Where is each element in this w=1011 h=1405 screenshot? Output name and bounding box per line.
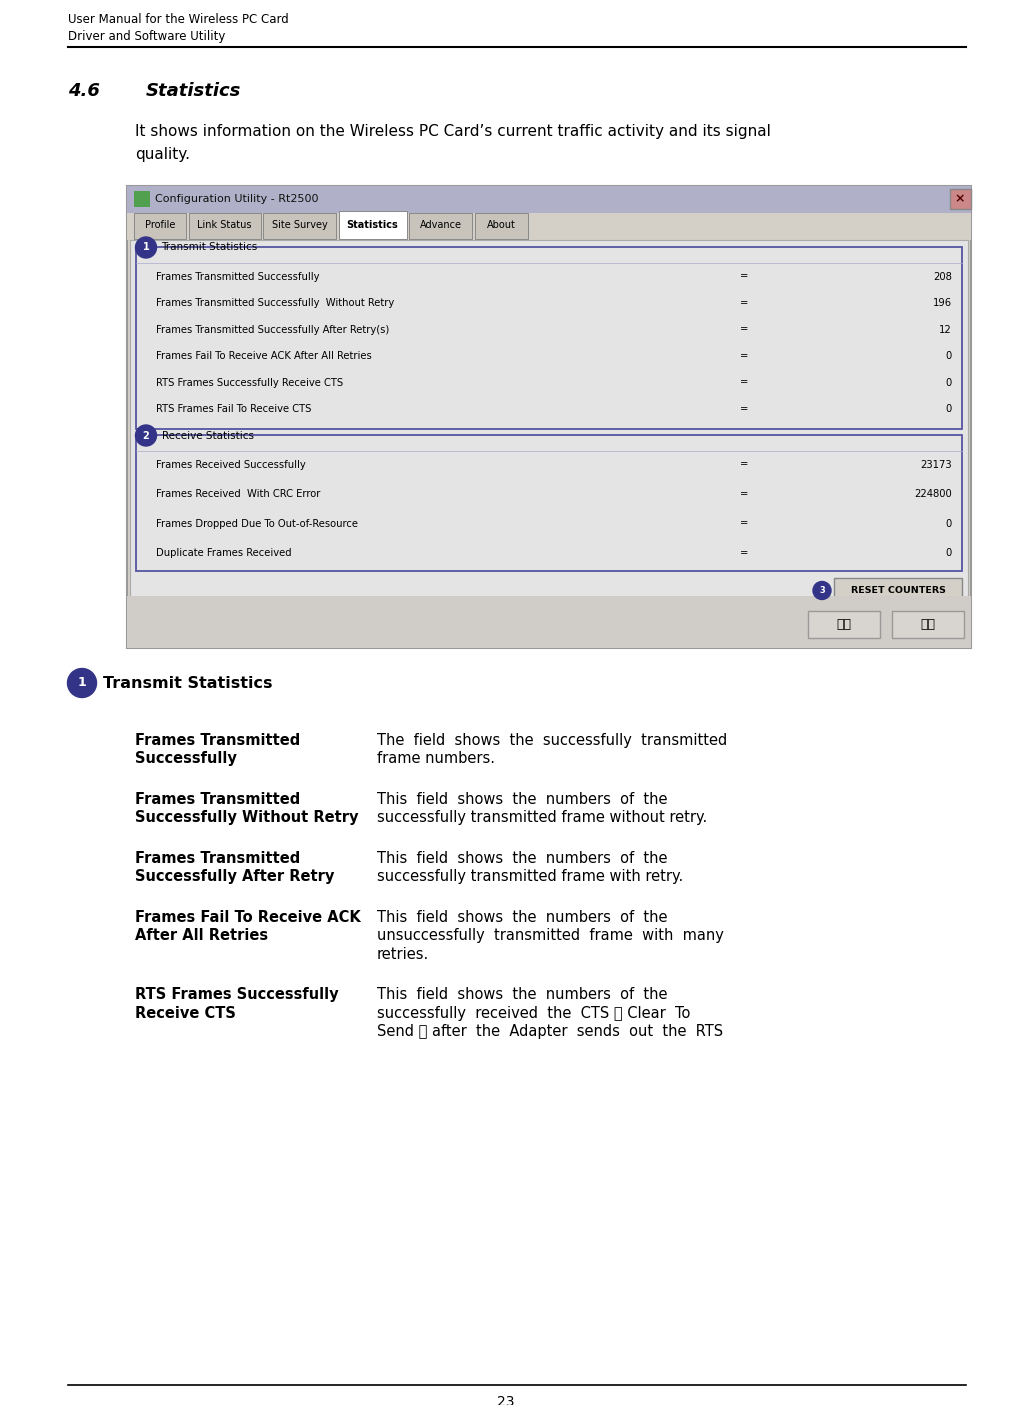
FancyBboxPatch shape: [808, 611, 880, 638]
Text: 12: 12: [939, 325, 952, 334]
FancyBboxPatch shape: [130, 239, 968, 600]
Text: successfully transmitted frame without retry.: successfully transmitted frame without r…: [377, 811, 708, 826]
Text: This  field  shows  the  numbers  of  the: This field shows the numbers of the: [377, 851, 667, 865]
Text: 1: 1: [78, 676, 86, 690]
Text: 0: 0: [945, 548, 952, 558]
Text: =: =: [740, 271, 748, 281]
FancyBboxPatch shape: [136, 434, 962, 570]
Text: 196: 196: [933, 298, 952, 308]
Text: Transmit Statistics: Transmit Statistics: [162, 243, 258, 253]
Text: Frames Transmitted Successfully: Frames Transmitted Successfully: [156, 271, 319, 281]
Text: Frames Fail To Receive ACK After All Retries: Frames Fail To Receive ACK After All Ret…: [156, 351, 372, 361]
FancyBboxPatch shape: [134, 212, 186, 239]
Circle shape: [135, 237, 157, 259]
Text: After All Retries: After All Retries: [135, 929, 268, 944]
Text: Link Status: Link Status: [197, 221, 252, 230]
Text: 0: 0: [945, 351, 952, 361]
Text: Receive Statistics: Receive Statistics: [162, 430, 254, 441]
Text: =: =: [740, 378, 748, 388]
Text: Frames Transmitted Successfully After Retry(s): Frames Transmitted Successfully After Re…: [156, 325, 389, 334]
Text: =: =: [740, 325, 748, 334]
Text: =: =: [740, 405, 748, 414]
Text: Advance: Advance: [420, 221, 461, 230]
Text: Transmit Statistics: Transmit Statistics: [103, 676, 273, 690]
Text: Frames Transmitted: Frames Transmitted: [135, 733, 300, 747]
Text: =: =: [740, 518, 748, 528]
Text: 2: 2: [143, 430, 150, 441]
Text: Statistics: Statistics: [146, 81, 242, 100]
Text: Configuration Utility - Rt2500: Configuration Utility - Rt2500: [155, 194, 318, 204]
Text: This  field  shows  the  numbers  of  the: This field shows the numbers of the: [377, 792, 667, 806]
FancyBboxPatch shape: [127, 185, 971, 648]
Text: 確定: 確定: [836, 618, 851, 631]
FancyBboxPatch shape: [834, 579, 962, 603]
Text: Send ） after  the  Adapter  sends  out  the  RTS: Send ） after the Adapter sends out the R…: [377, 1024, 723, 1040]
Circle shape: [68, 669, 96, 697]
Text: 0: 0: [945, 518, 952, 528]
Text: 224800: 224800: [914, 489, 952, 499]
Text: Frames Dropped Due To Out-of-Resource: Frames Dropped Due To Out-of-Resource: [156, 518, 358, 528]
Text: Frames Received Successfully: Frames Received Successfully: [156, 459, 305, 469]
Text: Successfully After Retry: Successfully After Retry: [135, 870, 335, 885]
Text: It shows information on the Wireless PC Card’s current traffic activity and its : It shows information on the Wireless PC …: [135, 124, 770, 139]
Text: unsuccessfully  transmitted  frame  with  many: unsuccessfully transmitted frame with ma…: [377, 929, 724, 944]
Text: 4.6: 4.6: [68, 81, 100, 100]
Text: Frames Transmitted: Frames Transmitted: [135, 792, 300, 806]
Text: 説明: 説明: [920, 618, 935, 631]
FancyBboxPatch shape: [339, 211, 406, 239]
Text: Frames Transmitted: Frames Transmitted: [135, 851, 300, 865]
Text: 208: 208: [933, 271, 952, 281]
Text: 0: 0: [945, 405, 952, 414]
Text: RTS Frames Fail To Receive CTS: RTS Frames Fail To Receive CTS: [156, 405, 311, 414]
Text: User Manual for the Wireless PC Card: User Manual for the Wireless PC Card: [68, 13, 289, 27]
FancyBboxPatch shape: [409, 212, 472, 239]
Text: retries.: retries.: [377, 947, 430, 962]
FancyBboxPatch shape: [127, 212, 971, 239]
Text: 0: 0: [945, 378, 952, 388]
Text: Profile: Profile: [145, 221, 175, 230]
Text: Receive CTS: Receive CTS: [135, 1006, 236, 1021]
Text: RESET COUNTERS: RESET COUNTERS: [850, 586, 945, 594]
FancyBboxPatch shape: [892, 611, 964, 638]
Text: 23173: 23173: [920, 459, 952, 469]
Text: successfully  received  the  CTS （ Clear  To: successfully received the CTS （ Clear To: [377, 1006, 691, 1021]
Text: Successfully Without Retry: Successfully Without Retry: [135, 811, 359, 826]
Text: quality.: quality.: [135, 148, 190, 162]
Text: Successfully: Successfully: [135, 752, 237, 767]
Text: RTS Frames Successfully Receive CTS: RTS Frames Successfully Receive CTS: [156, 378, 343, 388]
Text: =: =: [740, 548, 748, 558]
Text: Site Survey: Site Survey: [272, 221, 328, 230]
FancyBboxPatch shape: [263, 212, 336, 239]
Text: 3: 3: [819, 586, 825, 594]
FancyBboxPatch shape: [127, 185, 971, 212]
Text: frame numbers.: frame numbers.: [377, 752, 495, 767]
Circle shape: [813, 582, 831, 600]
Text: RTS Frames Successfully: RTS Frames Successfully: [135, 988, 339, 1003]
FancyBboxPatch shape: [949, 190, 971, 209]
Text: Driver and Software Utility: Driver and Software Utility: [68, 30, 225, 44]
Text: This  field  shows  the  numbers  of  the: This field shows the numbers of the: [377, 988, 667, 1003]
Text: Frames Received  With CRC Error: Frames Received With CRC Error: [156, 489, 320, 499]
Text: The  field  shows  the  successfully  transmitted: The field shows the successfully transmi…: [377, 733, 727, 747]
FancyBboxPatch shape: [474, 212, 528, 239]
Text: About: About: [486, 221, 516, 230]
FancyBboxPatch shape: [136, 246, 962, 429]
Text: successfully transmitted frame with retry.: successfully transmitted frame with retr…: [377, 870, 683, 885]
Text: This  field  shows  the  numbers  of  the: This field shows the numbers of the: [377, 910, 667, 924]
Text: Statistics: Statistics: [347, 219, 398, 229]
Text: Frames Fail To Receive ACK: Frames Fail To Receive ACK: [135, 910, 361, 924]
Text: ×: ×: [954, 192, 966, 205]
Text: =: =: [740, 489, 748, 499]
Text: =: =: [740, 298, 748, 308]
Text: Duplicate Frames Received: Duplicate Frames Received: [156, 548, 291, 558]
Text: Frames Transmitted Successfully  Without Retry: Frames Transmitted Successfully Without …: [156, 298, 394, 308]
Text: 23: 23: [496, 1395, 515, 1405]
Circle shape: [135, 424, 157, 445]
FancyBboxPatch shape: [188, 212, 261, 239]
Text: =: =: [740, 459, 748, 469]
FancyBboxPatch shape: [134, 191, 150, 208]
Text: =: =: [740, 351, 748, 361]
FancyBboxPatch shape: [127, 596, 971, 648]
Text: 1: 1: [143, 243, 150, 253]
